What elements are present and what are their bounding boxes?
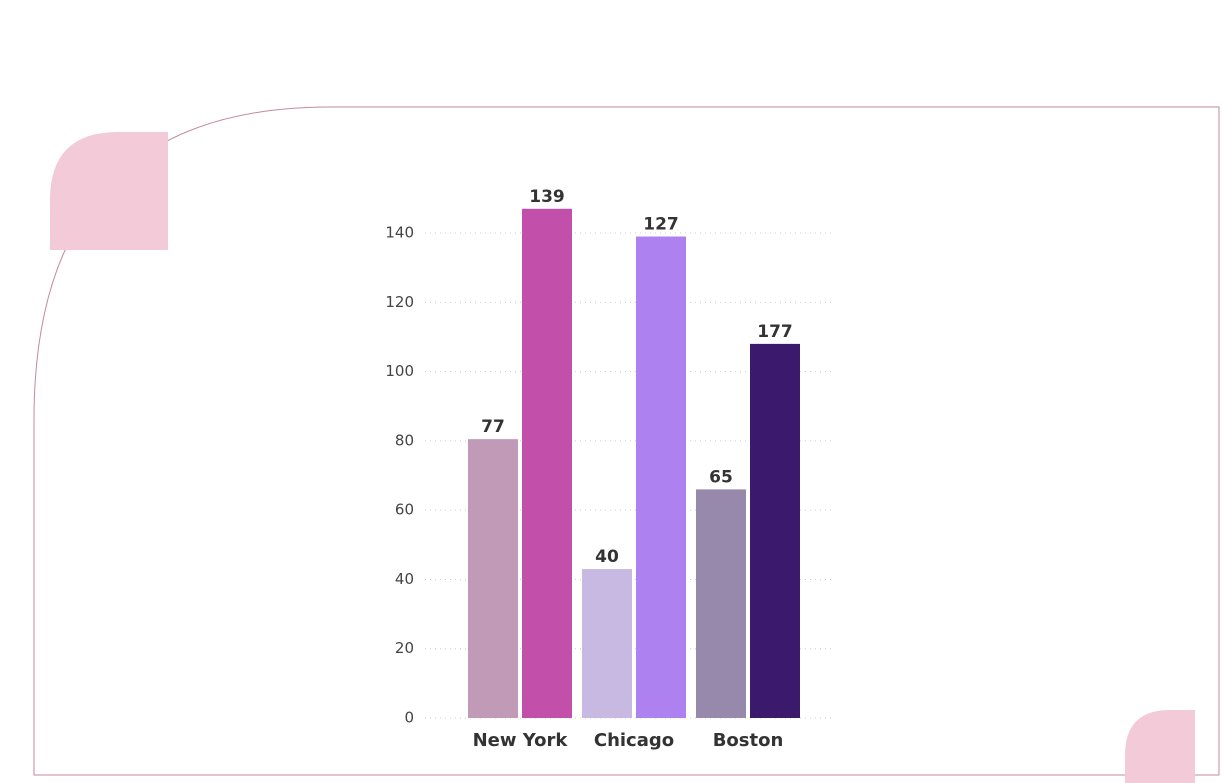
y-tick-label: 40: [395, 570, 414, 588]
y-tick-label: 80: [395, 431, 414, 449]
y-tick-label: 100: [385, 362, 414, 380]
bar: [582, 569, 632, 718]
y-tick-label: 60: [395, 501, 414, 519]
x-tick-label: Boston: [713, 730, 784, 751]
bar: [750, 343, 800, 718]
bar: [522, 208, 572, 719]
bar: [636, 236, 686, 718]
y-tick-label: 120: [385, 293, 414, 311]
data-label: 77: [481, 417, 505, 437]
bar: [696, 489, 746, 718]
data-label: 139: [529, 187, 565, 207]
x-tick-label: Chicago: [594, 730, 674, 751]
x-tick-label: New York: [473, 730, 569, 751]
data-label: 177: [757, 322, 793, 342]
data-label: 127: [643, 215, 679, 235]
y-tick-label: 20: [395, 639, 414, 657]
y-tick-label: 140: [385, 224, 414, 242]
bar: [468, 439, 518, 718]
decor-shape: [50, 132, 168, 250]
decor-shape: [1125, 710, 1195, 783]
data-label: 65: [709, 467, 733, 487]
data-label: 40: [595, 547, 619, 567]
y-tick-label: 0: [404, 709, 414, 727]
